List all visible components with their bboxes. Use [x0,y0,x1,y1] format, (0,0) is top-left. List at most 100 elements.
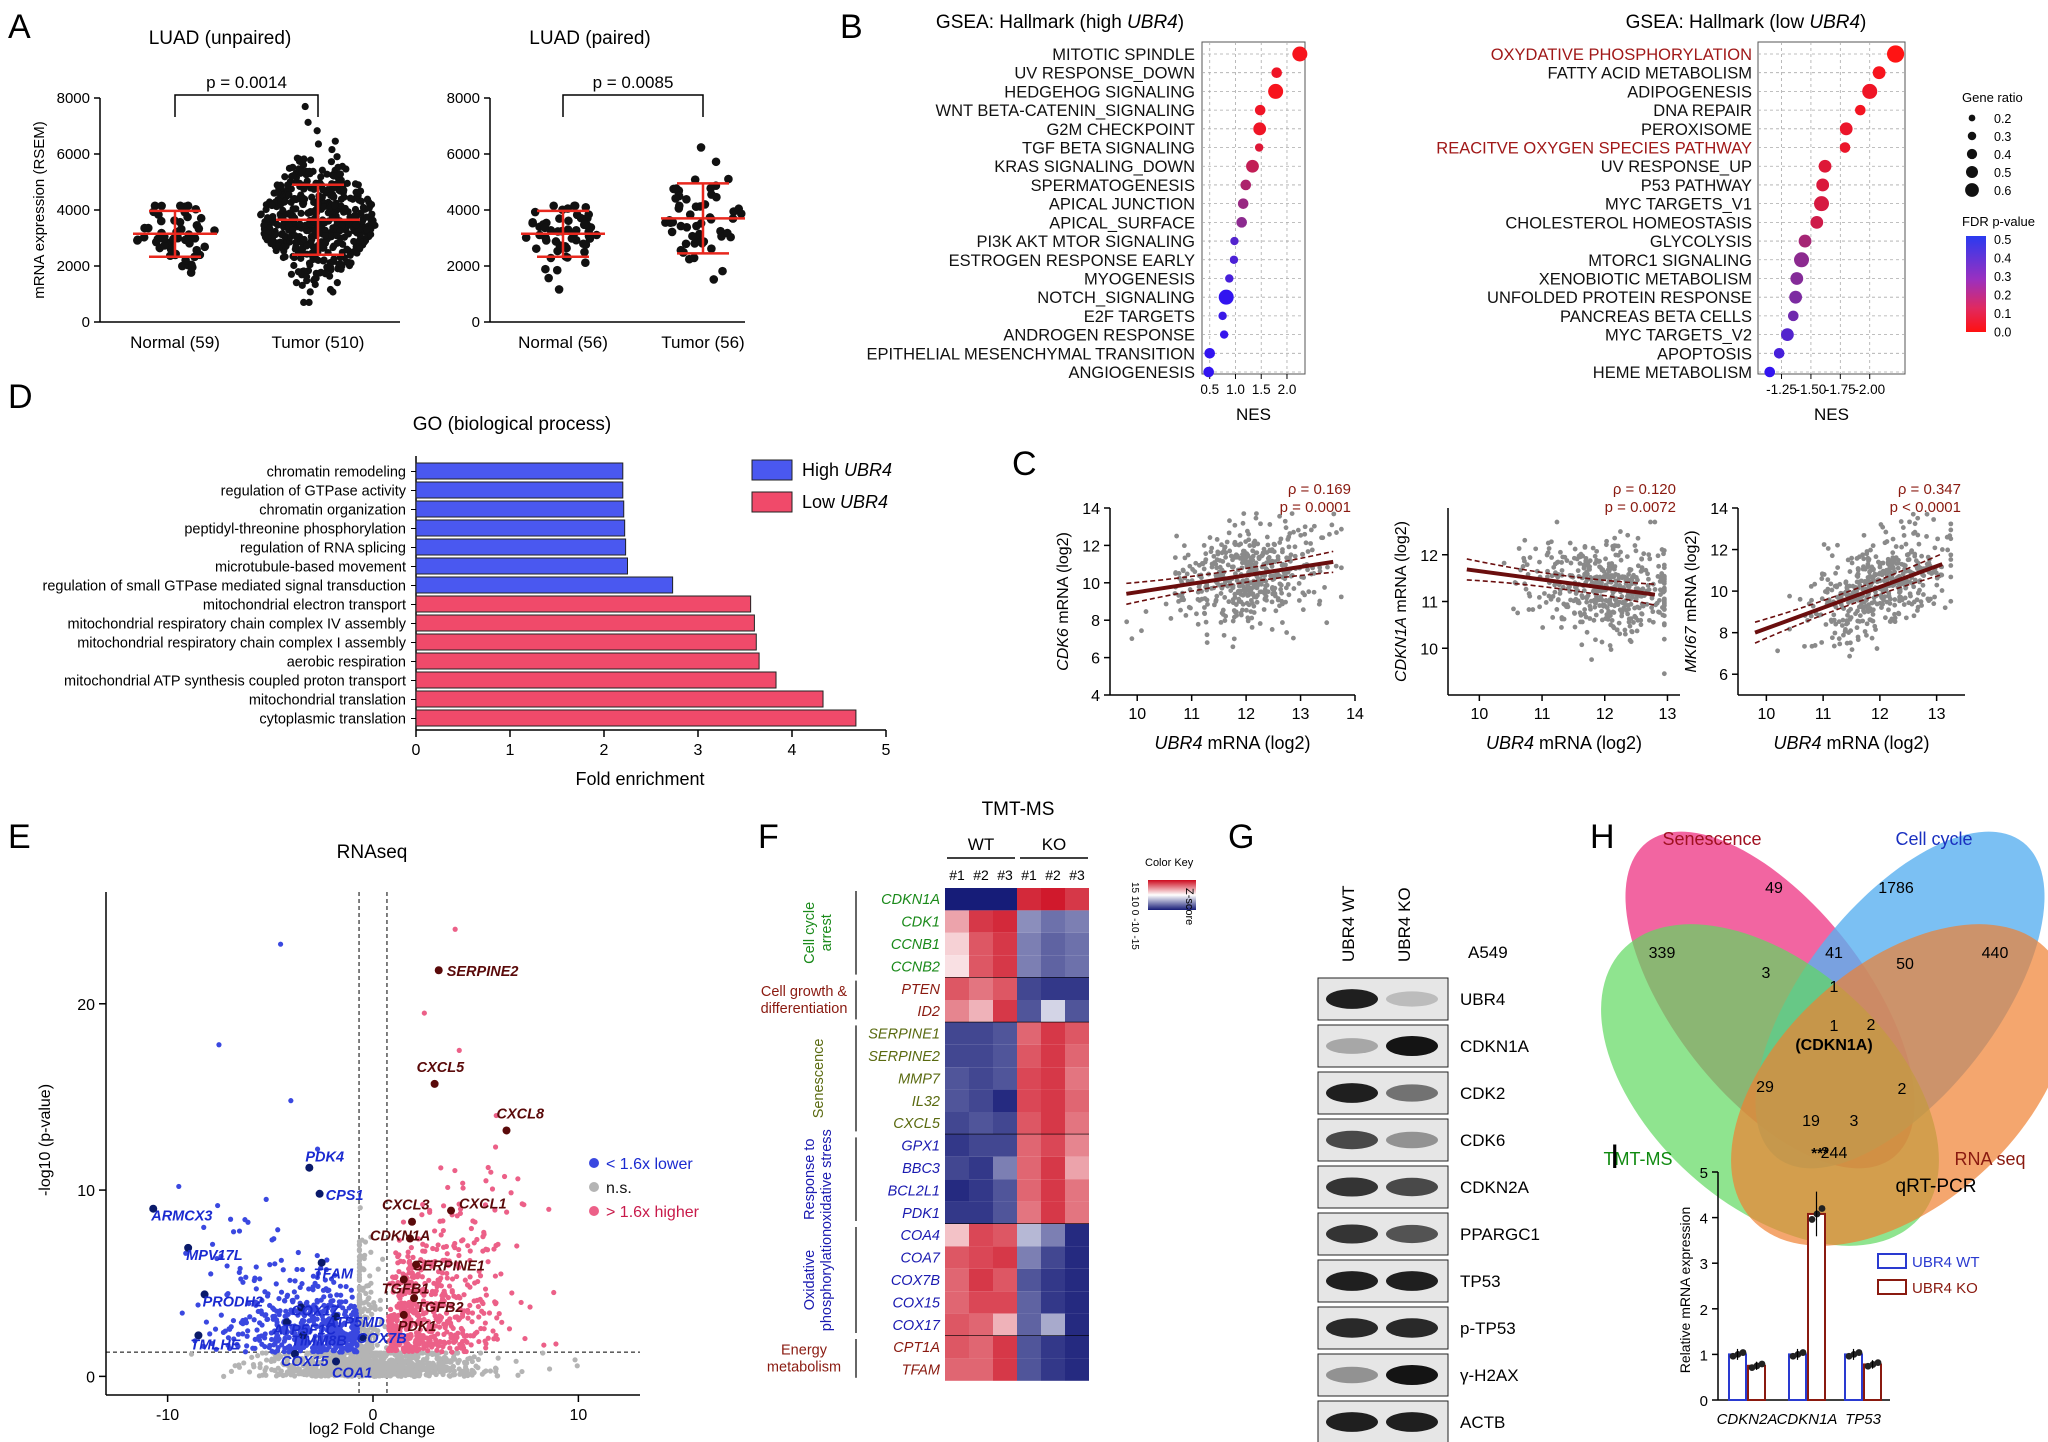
heatmap-cell [993,977,1017,1000]
data-point [718,266,727,276]
data-point [1282,518,1288,524]
data-point [1631,620,1636,625]
nes-point [1218,311,1227,321]
data-point [1265,542,1271,548]
up-point [489,1186,496,1192]
data-point [1267,522,1273,527]
data-point [1916,541,1922,547]
data-point [289,226,297,234]
data-point [1546,593,1552,599]
term-label: PANCREAS BETA CELLS [1560,308,1752,326]
data-point [1617,583,1623,589]
data-point [1661,597,1667,603]
data-point [304,118,312,126]
up-point [499,1319,505,1325]
data-point [1934,582,1940,588]
x-tick-label: 13 [1292,706,1310,723]
data-point [1292,544,1298,550]
legend-label-part: UBR4 [844,460,892,480]
data-point [1338,526,1344,532]
data-point [1652,587,1658,592]
data-point [1585,561,1591,566]
data-point [1639,611,1645,617]
bar [415,462,624,480]
gene-label: TMLHE [190,1337,241,1353]
data-point [1209,561,1215,567]
x-tick-label: -1.75 [1825,382,1856,397]
data-point [1253,560,1259,566]
data-point [1924,534,1929,539]
data-point [1610,624,1616,629]
data-point [1884,599,1890,605]
data-point [1527,555,1533,560]
term-label: KRAS SIGNALING_DOWN [994,158,1195,176]
ns-point [481,1369,487,1375]
data-point [1839,623,1845,628]
data-point [1646,552,1652,558]
ns-point [494,1373,500,1379]
data-point [1635,604,1640,610]
data-point [1580,595,1585,601]
down-point [207,1331,213,1337]
data-point [1575,568,1581,574]
heatmap-cell [1017,1022,1041,1045]
data-point [1594,548,1600,554]
x-tick-label: 10 [1470,706,1488,723]
y-tick-label: 0 [82,314,90,331]
up-point [461,1292,467,1298]
heatmap-cell [1041,1067,1065,1090]
data-point [1215,549,1221,555]
data-point [1581,562,1587,568]
data-point [1577,554,1583,560]
up-point [476,1338,482,1345]
data-point [1855,574,1861,579]
data-point [1558,549,1563,555]
data-point [1190,566,1195,572]
down-point [271,1342,277,1348]
down-point [230,1317,237,1324]
data-point [528,218,537,228]
ns-point [228,1368,235,1374]
ns-point [263,1365,269,1371]
gene-label: COX7B [357,1331,407,1347]
data-point [1174,533,1180,539]
data-point [1832,630,1838,636]
data-point [1624,576,1630,581]
data-point [1203,619,1209,625]
data-point [1257,621,1263,626]
heatmap-cell [1065,1000,1089,1023]
data-point [1320,535,1326,541]
nes-point [1254,104,1266,116]
heatmap-cell [969,1044,993,1068]
gene-label: PTEN [901,982,940,998]
data-point [1787,593,1792,599]
data-point [1921,573,1927,579]
ns-point [249,1354,255,1360]
data-point [264,214,272,222]
data-point [1222,579,1228,585]
nes-point [1292,46,1308,62]
y-tick-label: 12 [1710,543,1728,560]
legend-size-label: 0.4 [1994,148,2011,162]
data-point [340,186,348,194]
data-point [1237,555,1243,561]
data-point [1258,553,1264,559]
nes-point [1237,198,1249,209]
data-point [289,172,297,180]
data-point [1864,621,1870,627]
y-axis-label: -log10 (p-value) [37,1084,54,1196]
data-point [291,245,299,253]
category-label: mitochondrial translation [249,693,406,709]
legend-label: High UBR4 [802,460,892,480]
data-point [1848,615,1854,620]
data-point [312,274,320,282]
category-label: mitochondrial respiratory chain complex … [77,636,407,652]
x-tick-label: Normal (56) [518,333,608,352]
column-label: #1 [1021,867,1037,883]
highlight-point [408,1217,417,1226]
data-point [1213,597,1219,603]
data-point [1178,607,1183,613]
data-point [1254,511,1259,517]
data-point [1638,622,1644,628]
